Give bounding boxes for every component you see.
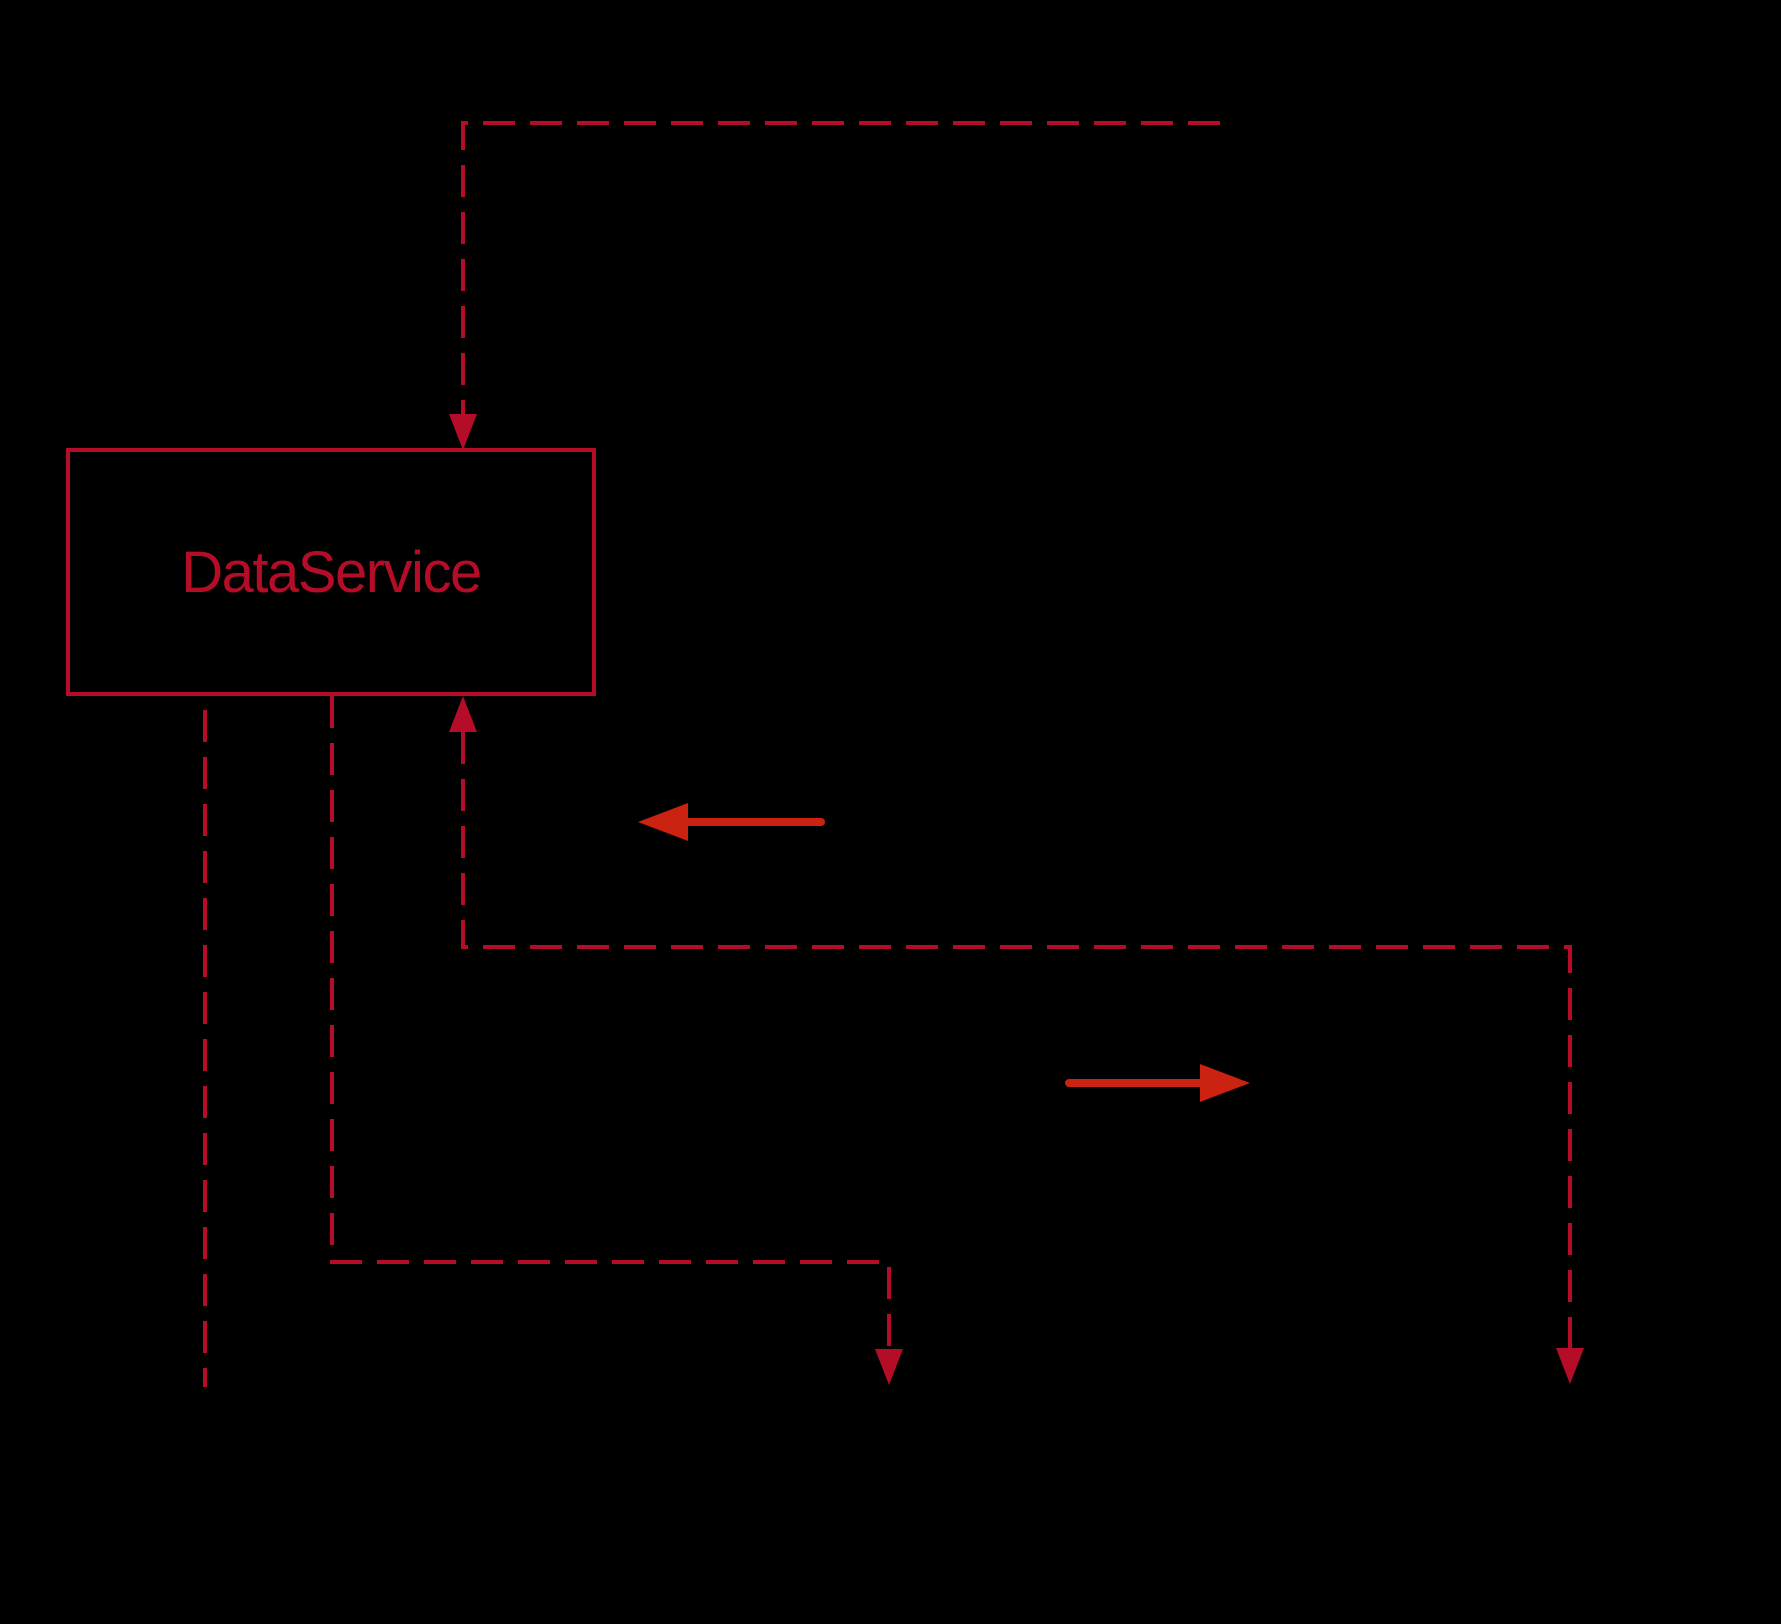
edge-dataservice-to-bottom-center xyxy=(330,696,903,1385)
annotation-arrow-left-head xyxy=(638,803,688,841)
edge-dataservice-bottom-right-loop-line xyxy=(461,732,1572,1348)
edge-dataservice-bottom-right-loop xyxy=(449,696,1584,1384)
dataservice-node-label: DataService xyxy=(181,540,480,605)
edge-top-into-dataservice xyxy=(449,121,1220,450)
edge-top-into-dataservice-end-arrowhead xyxy=(449,414,477,450)
annotation-arrow-right xyxy=(1065,1064,1250,1102)
edge-dataservice-bottom-right-loop-end-arrowhead xyxy=(1556,1348,1584,1384)
edge-top-into-dataservice-line xyxy=(461,121,1220,414)
edge-dataservice-bottom-right-loop-start-arrowhead xyxy=(449,696,477,732)
edges-layer xyxy=(203,121,1584,1387)
dataservice-node: DataService xyxy=(66,448,596,696)
dataservice-node-box xyxy=(66,448,596,696)
edge-dataservice-to-bottom-center-end-arrowhead xyxy=(875,1349,903,1385)
edge-dataservice-to-bottom-center-line xyxy=(330,696,891,1349)
annotation-arrow-right-head xyxy=(1200,1064,1250,1102)
annotations-layer xyxy=(638,803,1250,1102)
annotation-arrow-left xyxy=(638,803,825,841)
